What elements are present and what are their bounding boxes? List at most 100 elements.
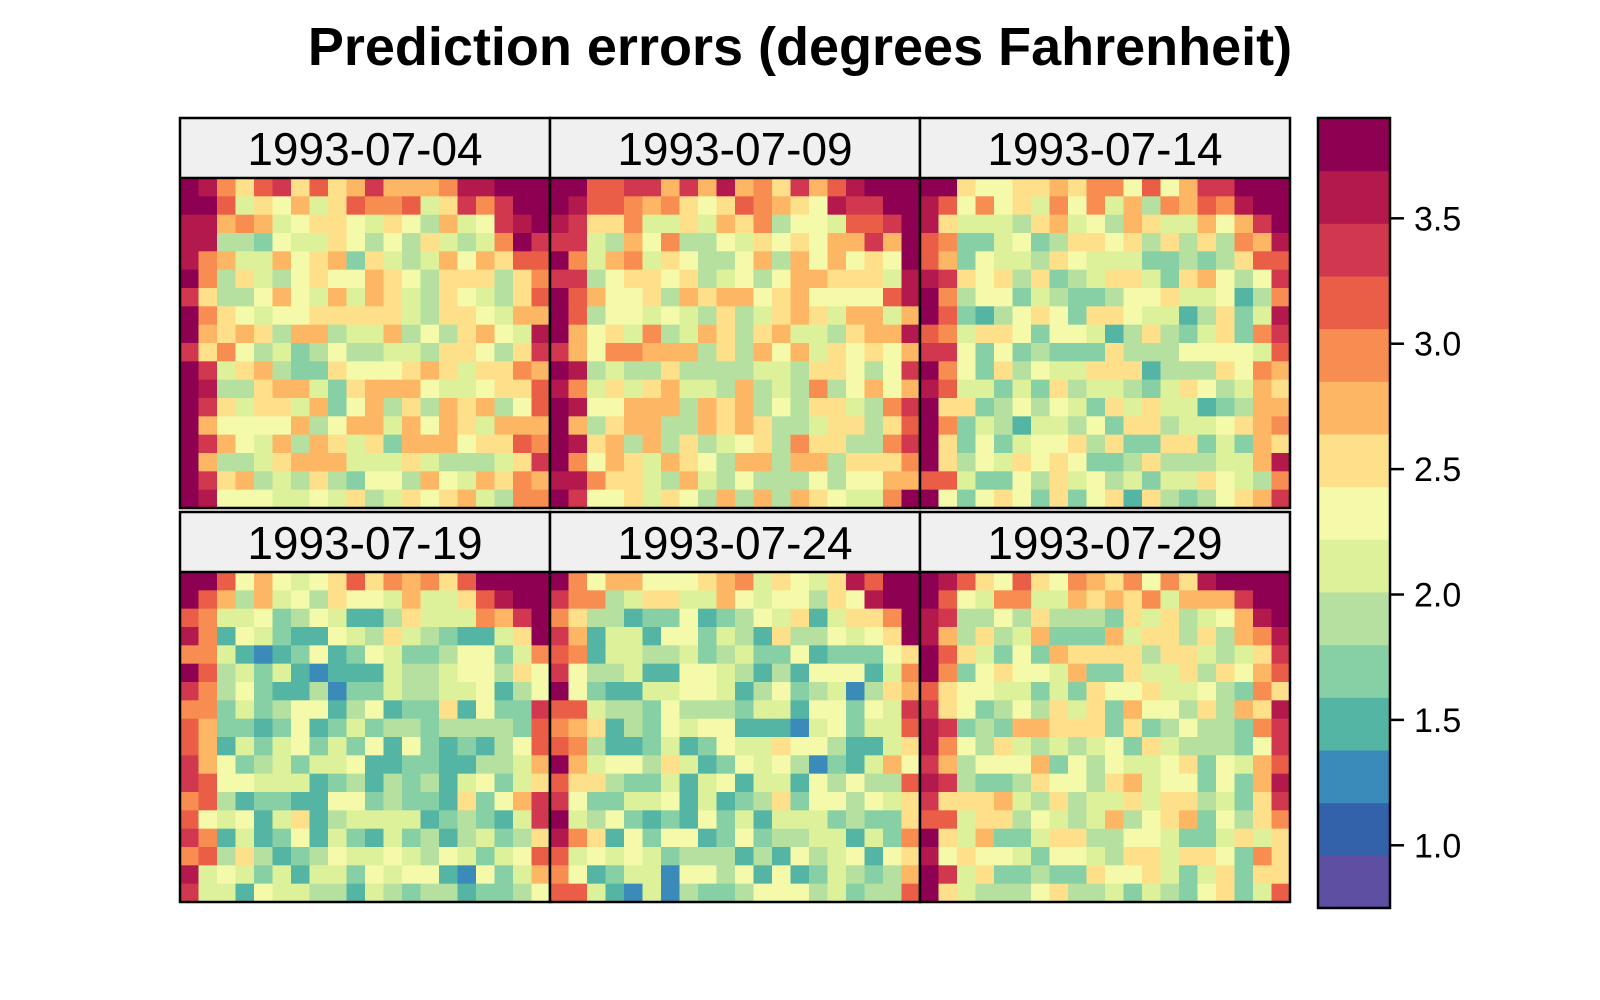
- heatmap-cell: [1142, 489, 1162, 509]
- heatmap-cell: [513, 471, 533, 491]
- heatmap-cell: [254, 343, 274, 362]
- heatmap-cell: [587, 434, 607, 454]
- heatmap-cell: [476, 883, 496, 903]
- heatmap-cell: [698, 196, 718, 216]
- heatmap-cell: [309, 718, 329, 738]
- heatmap-cell: [772, 324, 792, 344]
- heatmap-cell: [753, 343, 773, 362]
- heatmap-cell: [957, 324, 977, 344]
- heatmap-cell: [661, 288, 681, 307]
- heatmap-cell: [180, 343, 200, 362]
- heatmap-cell: [1031, 288, 1051, 307]
- heatmap-cell: [235, 663, 255, 683]
- heatmap-cell: [753, 233, 773, 252]
- heatmap-cell: [1068, 737, 1088, 756]
- heatmap-cell: [346, 471, 366, 491]
- heatmap-cell: [679, 178, 699, 197]
- heatmap-cell: [846, 773, 866, 793]
- heatmap-cell: [1142, 398, 1162, 417]
- heatmap-cell: [402, 214, 422, 234]
- heatmap-cell: [272, 865, 292, 885]
- heatmap-cell: [235, 416, 255, 436]
- heatmap-cell: [272, 471, 292, 491]
- heatmap-cell: [901, 682, 921, 701]
- heatmap-cell: [1179, 755, 1199, 775]
- heatmap-cell: [1234, 792, 1254, 811]
- heatmap-cell: [679, 773, 699, 793]
- heatmap-cell: [679, 489, 699, 509]
- heatmap-cell: [642, 398, 662, 417]
- heatmap-cell: [346, 233, 366, 252]
- heatmap-cell: [439, 572, 459, 591]
- heatmap-cell: [272, 306, 292, 326]
- heatmap-cell: [642, 755, 662, 775]
- heatmap-cell: [328, 416, 348, 436]
- colorbar-tick-label: 2.5: [1414, 451, 1461, 489]
- heatmap-cell: [328, 810, 348, 830]
- heatmap-cell: [957, 792, 977, 811]
- heatmap-cell: [846, 416, 866, 436]
- heatmap-cell: [883, 361, 903, 381]
- heatmap-cell: [975, 306, 995, 326]
- heatmap-cell: [1271, 269, 1291, 289]
- heatmap-cell: [920, 773, 940, 793]
- heatmap-cell: [975, 214, 995, 234]
- heatmap-cell: [1271, 324, 1291, 344]
- heatmap-cell: [753, 178, 773, 197]
- heatmap-cell: [328, 682, 348, 701]
- heatmap-cell: [624, 608, 644, 628]
- heatmap-cell: [457, 233, 477, 252]
- heatmap-cell: [531, 471, 551, 491]
- panel-strip: [920, 512, 1290, 572]
- heatmap-cell: [439, 773, 459, 793]
- heatmap-cell: [1086, 590, 1106, 610]
- heatmap-cell: [1105, 233, 1125, 252]
- heatmap-cell: [772, 718, 792, 738]
- heatmap-cell: [1031, 306, 1051, 326]
- heatmap-cell: [975, 865, 995, 885]
- heatmap-cell: [1049, 453, 1069, 472]
- heatmap-cell: [346, 434, 366, 454]
- heatmap-cell: [1031, 434, 1051, 454]
- heatmap-cell: [1123, 288, 1143, 307]
- heatmap-cell: [198, 865, 218, 885]
- heatmap-cell: [1179, 453, 1199, 472]
- heatmap-cell: [1031, 196, 1051, 216]
- heatmap-cell: [402, 453, 422, 472]
- heatmap-cell: [587, 773, 607, 793]
- heatmap-cell: [1216, 810, 1236, 830]
- heatmap-cell: [328, 792, 348, 811]
- heatmap-cell: [439, 489, 459, 509]
- heatmap-cell: [235, 883, 255, 903]
- heatmap-cell: [1031, 489, 1051, 509]
- heatmap-cell: [661, 434, 681, 454]
- heatmap-cell: [383, 343, 403, 362]
- heatmap-cell: [753, 755, 773, 775]
- heatmap-cell: [309, 269, 329, 289]
- heatmap-cell: [1216, 718, 1236, 738]
- heatmap-cell: [864, 883, 884, 903]
- heatmap-cell: [735, 865, 755, 885]
- heatmap-cell: [753, 269, 773, 289]
- heatmap-cell: [642, 196, 662, 216]
- heatmap-cell: [383, 682, 403, 701]
- colorbar-segment: [1318, 539, 1390, 593]
- heatmap-cell: [994, 214, 1014, 234]
- heatmap-cell: [1068, 288, 1088, 307]
- heatmap-cell: [790, 883, 810, 903]
- heatmap-cell: [531, 434, 551, 454]
- heatmap-cell: [772, 572, 792, 591]
- heatmap-cell: [1031, 718, 1051, 738]
- heatmap-cell: [1142, 288, 1162, 307]
- heatmap-cell: [938, 489, 958, 509]
- heatmap-cell: [550, 590, 570, 610]
- heatmap-cell: [476, 718, 496, 738]
- heatmap-cell: [531, 214, 551, 234]
- heatmap-cell: [661, 379, 681, 399]
- heatmap-cell: [772, 343, 792, 362]
- heatmap-cell: [420, 737, 440, 756]
- heatmap-cell: [920, 288, 940, 307]
- heatmap-cell: [957, 434, 977, 454]
- heatmap-cell: [716, 398, 736, 417]
- heatmap-cell: [624, 233, 644, 252]
